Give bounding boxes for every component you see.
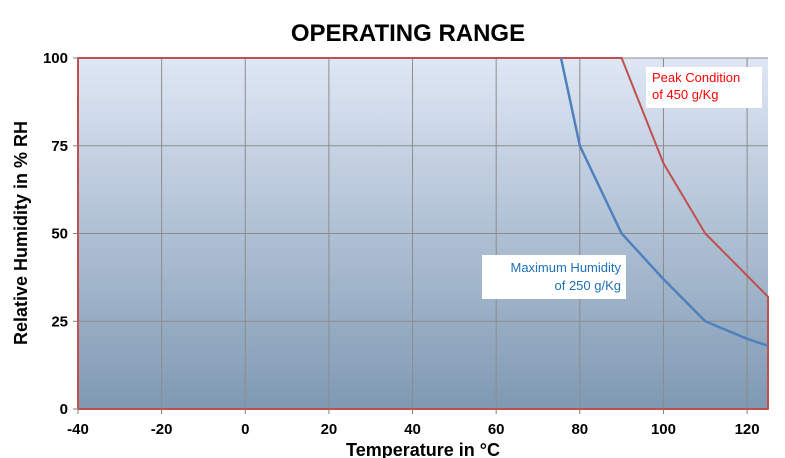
- x-axis-label: Temperature in °C: [346, 440, 500, 458]
- annotation-peak-condition: Peak Condition of 450 g/Kg: [646, 67, 762, 108]
- annotation-peak-condition-line-2: of 450 g/Kg: [652, 87, 719, 102]
- x-tick-label: 20: [321, 421, 338, 438]
- annotation-max-humidity-line-2: of 250 g/Kg: [555, 278, 622, 293]
- data-series: [77, 57, 769, 410]
- x-tick-label: 80: [571, 421, 588, 438]
- x-tick-label: 0: [241, 421, 249, 438]
- y-axis-label: Relative Humidity in % RH: [11, 121, 31, 345]
- annotation-max-humidity-line-1: Maximum Humidity: [510, 260, 621, 275]
- x-tick-label: -40: [67, 421, 89, 438]
- y-tick-label: 25: [51, 313, 68, 330]
- series-max-humidity-line: [559, 57, 769, 348]
- grid-lines: [78, 57, 768, 409]
- annotation-peak-condition-line-1: Peak Condition: [652, 70, 740, 85]
- x-tick-label: -20: [151, 421, 173, 438]
- x-tick-label: 40: [404, 421, 421, 438]
- y-tick-label: 100: [43, 50, 68, 67]
- tick-labels: -40 -20 0 20 40 60 80 100 120 0 25 50 75 100: [43, 50, 760, 438]
- y-tick-label: 50: [51, 226, 68, 243]
- y-tick-label: 75: [51, 138, 68, 155]
- annotation-max-humidity: Maximum Humidity of 250 g/Kg: [482, 255, 626, 299]
- x-tick-label: 100: [651, 421, 676, 438]
- x-tick-label: 60: [488, 421, 505, 438]
- chart-title: OPERATING RANGE: [291, 20, 525, 47]
- x-tick-label: 120: [735, 421, 760, 438]
- series-peak-condition-line: [77, 57, 769, 410]
- y-tick-label: 0: [60, 401, 68, 418]
